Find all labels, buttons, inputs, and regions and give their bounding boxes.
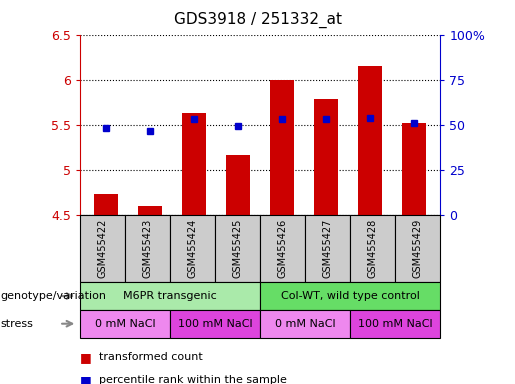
Bar [358,66,382,215]
Bar [182,113,206,215]
Text: transformed count: transformed count [99,352,203,362]
Text: Col-WT, wild type control: Col-WT, wild type control [281,291,420,301]
Text: genotype/variation: genotype/variation [1,291,107,301]
Text: 100 mM NaCl: 100 mM NaCl [178,319,252,329]
Bar [94,194,118,215]
Bar [226,155,250,215]
Text: 100 mM NaCl: 100 mM NaCl [358,319,433,329]
Text: GSM455424: GSM455424 [187,219,197,278]
Text: 0 mM NaCl: 0 mM NaCl [95,319,155,329]
Text: stress: stress [1,319,33,329]
Bar [402,123,426,215]
Bar [138,206,162,215]
Text: GDS3918 / 251332_at: GDS3918 / 251332_at [174,12,341,28]
Text: GSM455425: GSM455425 [233,219,243,278]
Text: GSM455423: GSM455423 [143,219,152,278]
Bar [270,80,294,215]
Text: ■: ■ [80,351,92,364]
Text: ■: ■ [80,374,92,384]
Text: GSM455429: GSM455429 [413,219,423,278]
Text: M6PR transgenic: M6PR transgenic [123,291,217,301]
Text: GSM455426: GSM455426 [278,219,287,278]
Text: percentile rank within the sample: percentile rank within the sample [99,375,287,384]
Text: GSM455422: GSM455422 [97,219,107,278]
Text: GSM455427: GSM455427 [323,219,333,278]
Bar [314,99,338,215]
Text: GSM455428: GSM455428 [368,219,377,278]
Text: 0 mM NaCl: 0 mM NaCl [275,319,335,329]
